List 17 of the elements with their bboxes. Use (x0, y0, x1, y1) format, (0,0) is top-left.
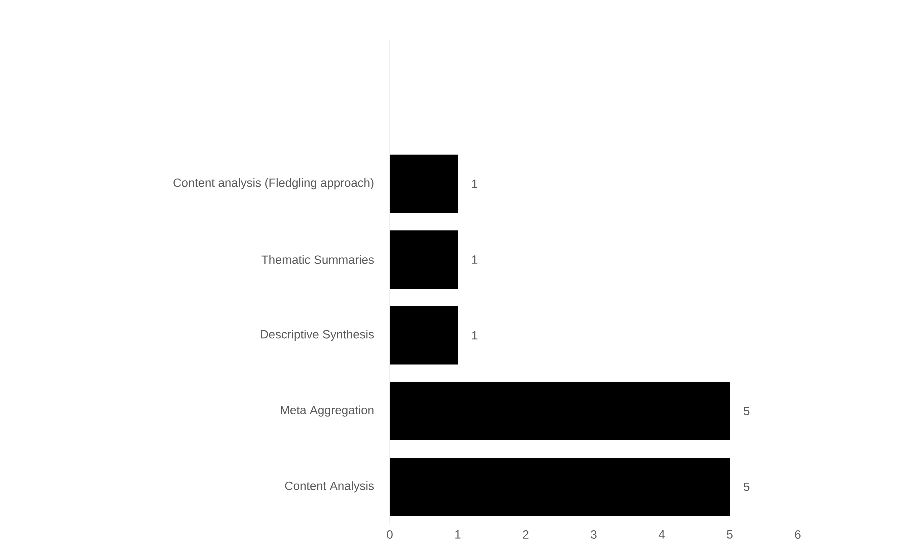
y-tick-label: Content analysis (Fledgling approach) (174, 178, 374, 190)
x-tick-label: 4 (658, 530, 665, 539)
y-tick-label: Thematic Summaries (262, 255, 374, 264)
x-tick-label: 1 (456, 530, 461, 539)
data-label: 5 (744, 482, 750, 492)
data-label: 5 (744, 407, 750, 416)
y-tick-label: Meta Aggregation (281, 406, 374, 417)
data-label: 1 (472, 180, 478, 188)
x-tick-label: 5 (727, 530, 733, 539)
data-label: 1 (472, 256, 478, 264)
x-tick-label: 3 (591, 530, 597, 539)
x-tick-label: 2 (523, 530, 529, 539)
y-tick-label: Descriptive Synthesis (261, 330, 374, 342)
data-label: 1 (472, 331, 478, 340)
y-tick-label: Content Analysis (285, 482, 374, 493)
x-tick-label: 6 (795, 530, 801, 539)
x-tick-label: 0 (387, 530, 393, 539)
